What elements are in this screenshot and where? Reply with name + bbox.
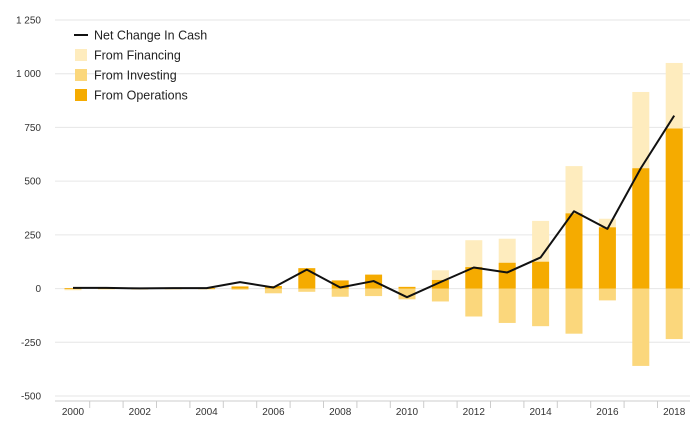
operations-bar bbox=[431, 279, 449, 289]
x-tick-label: 2012 bbox=[463, 407, 486, 418]
investing-bar bbox=[264, 288, 282, 294]
investing-bar bbox=[565, 288, 583, 334]
investing-bar bbox=[398, 288, 416, 300]
legend-label: Net Change In Cash bbox=[94, 29, 207, 43]
investing-bar bbox=[365, 288, 383, 297]
operations-bar bbox=[331, 280, 349, 289]
legend-swatch bbox=[75, 89, 87, 101]
bars bbox=[64, 62, 683, 366]
y-tick-label: -500 bbox=[21, 392, 41, 403]
legend-label: From Operations bbox=[94, 89, 188, 103]
legend-swatch bbox=[75, 49, 87, 61]
x-tick-label: 2014 bbox=[529, 407, 552, 418]
x-tick-label: 2010 bbox=[396, 407, 419, 418]
y-tick-label: 250 bbox=[24, 230, 41, 241]
y-tick-label: 500 bbox=[24, 177, 41, 188]
operations-bar bbox=[632, 168, 650, 289]
net-change-line-group bbox=[72, 115, 676, 299]
x-tick-label: 2018 bbox=[663, 407, 686, 418]
operations-bar bbox=[465, 267, 483, 289]
investing-bar bbox=[331, 288, 349, 297]
y-tick-label: -250 bbox=[21, 338, 41, 349]
legend-label: From Financing bbox=[94, 49, 181, 63]
operations-bar bbox=[532, 261, 550, 289]
investing-bar bbox=[532, 288, 550, 327]
operations-bar bbox=[298, 268, 316, 289]
operations-bar bbox=[598, 227, 616, 289]
legend: Net Change In Cash From Financing From Inv… bbox=[74, 29, 207, 103]
investing-bar bbox=[64, 288, 82, 290]
legend-swatch bbox=[75, 69, 87, 81]
x-tick-label: 2004 bbox=[195, 407, 218, 418]
operations-bar bbox=[665, 128, 683, 289]
x-tick-label: 2016 bbox=[596, 407, 619, 418]
investing-bar bbox=[97, 288, 115, 290]
operations-bar bbox=[565, 213, 583, 289]
y-tick-label: 0 bbox=[35, 284, 41, 295]
y-tick-label: 1 000 bbox=[16, 69, 41, 80]
y-tick-label: 1 250 bbox=[16, 16, 41, 27]
x-tick-label: 2006 bbox=[262, 407, 285, 418]
y-tick-label: 750 bbox=[24, 123, 41, 134]
investing-bar bbox=[665, 288, 683, 340]
investing-bar bbox=[498, 288, 516, 323]
net-change-line bbox=[73, 115, 676, 299]
investing-bar bbox=[298, 288, 316, 292]
financing-bar bbox=[64, 288, 82, 291]
legend-label: From Investing bbox=[94, 69, 177, 83]
x-tick-label: 2000 bbox=[62, 407, 85, 418]
x-tick-label: 2008 bbox=[329, 407, 352, 418]
axes: -500 -250 0 250 500 750 1 000 1 250 2000 2002 2004… bbox=[16, 16, 690, 418]
operations-bar bbox=[498, 262, 516, 289]
investing-bar bbox=[231, 288, 249, 290]
investing-bar bbox=[465, 288, 483, 317]
investing-bar bbox=[431, 288, 449, 302]
x-tick-label: 2002 bbox=[129, 407, 152, 418]
investing-bar bbox=[598, 288, 616, 301]
operations-bar bbox=[231, 286, 249, 289]
operations-bar bbox=[398, 286, 416, 289]
investing-bar bbox=[632, 288, 650, 366]
